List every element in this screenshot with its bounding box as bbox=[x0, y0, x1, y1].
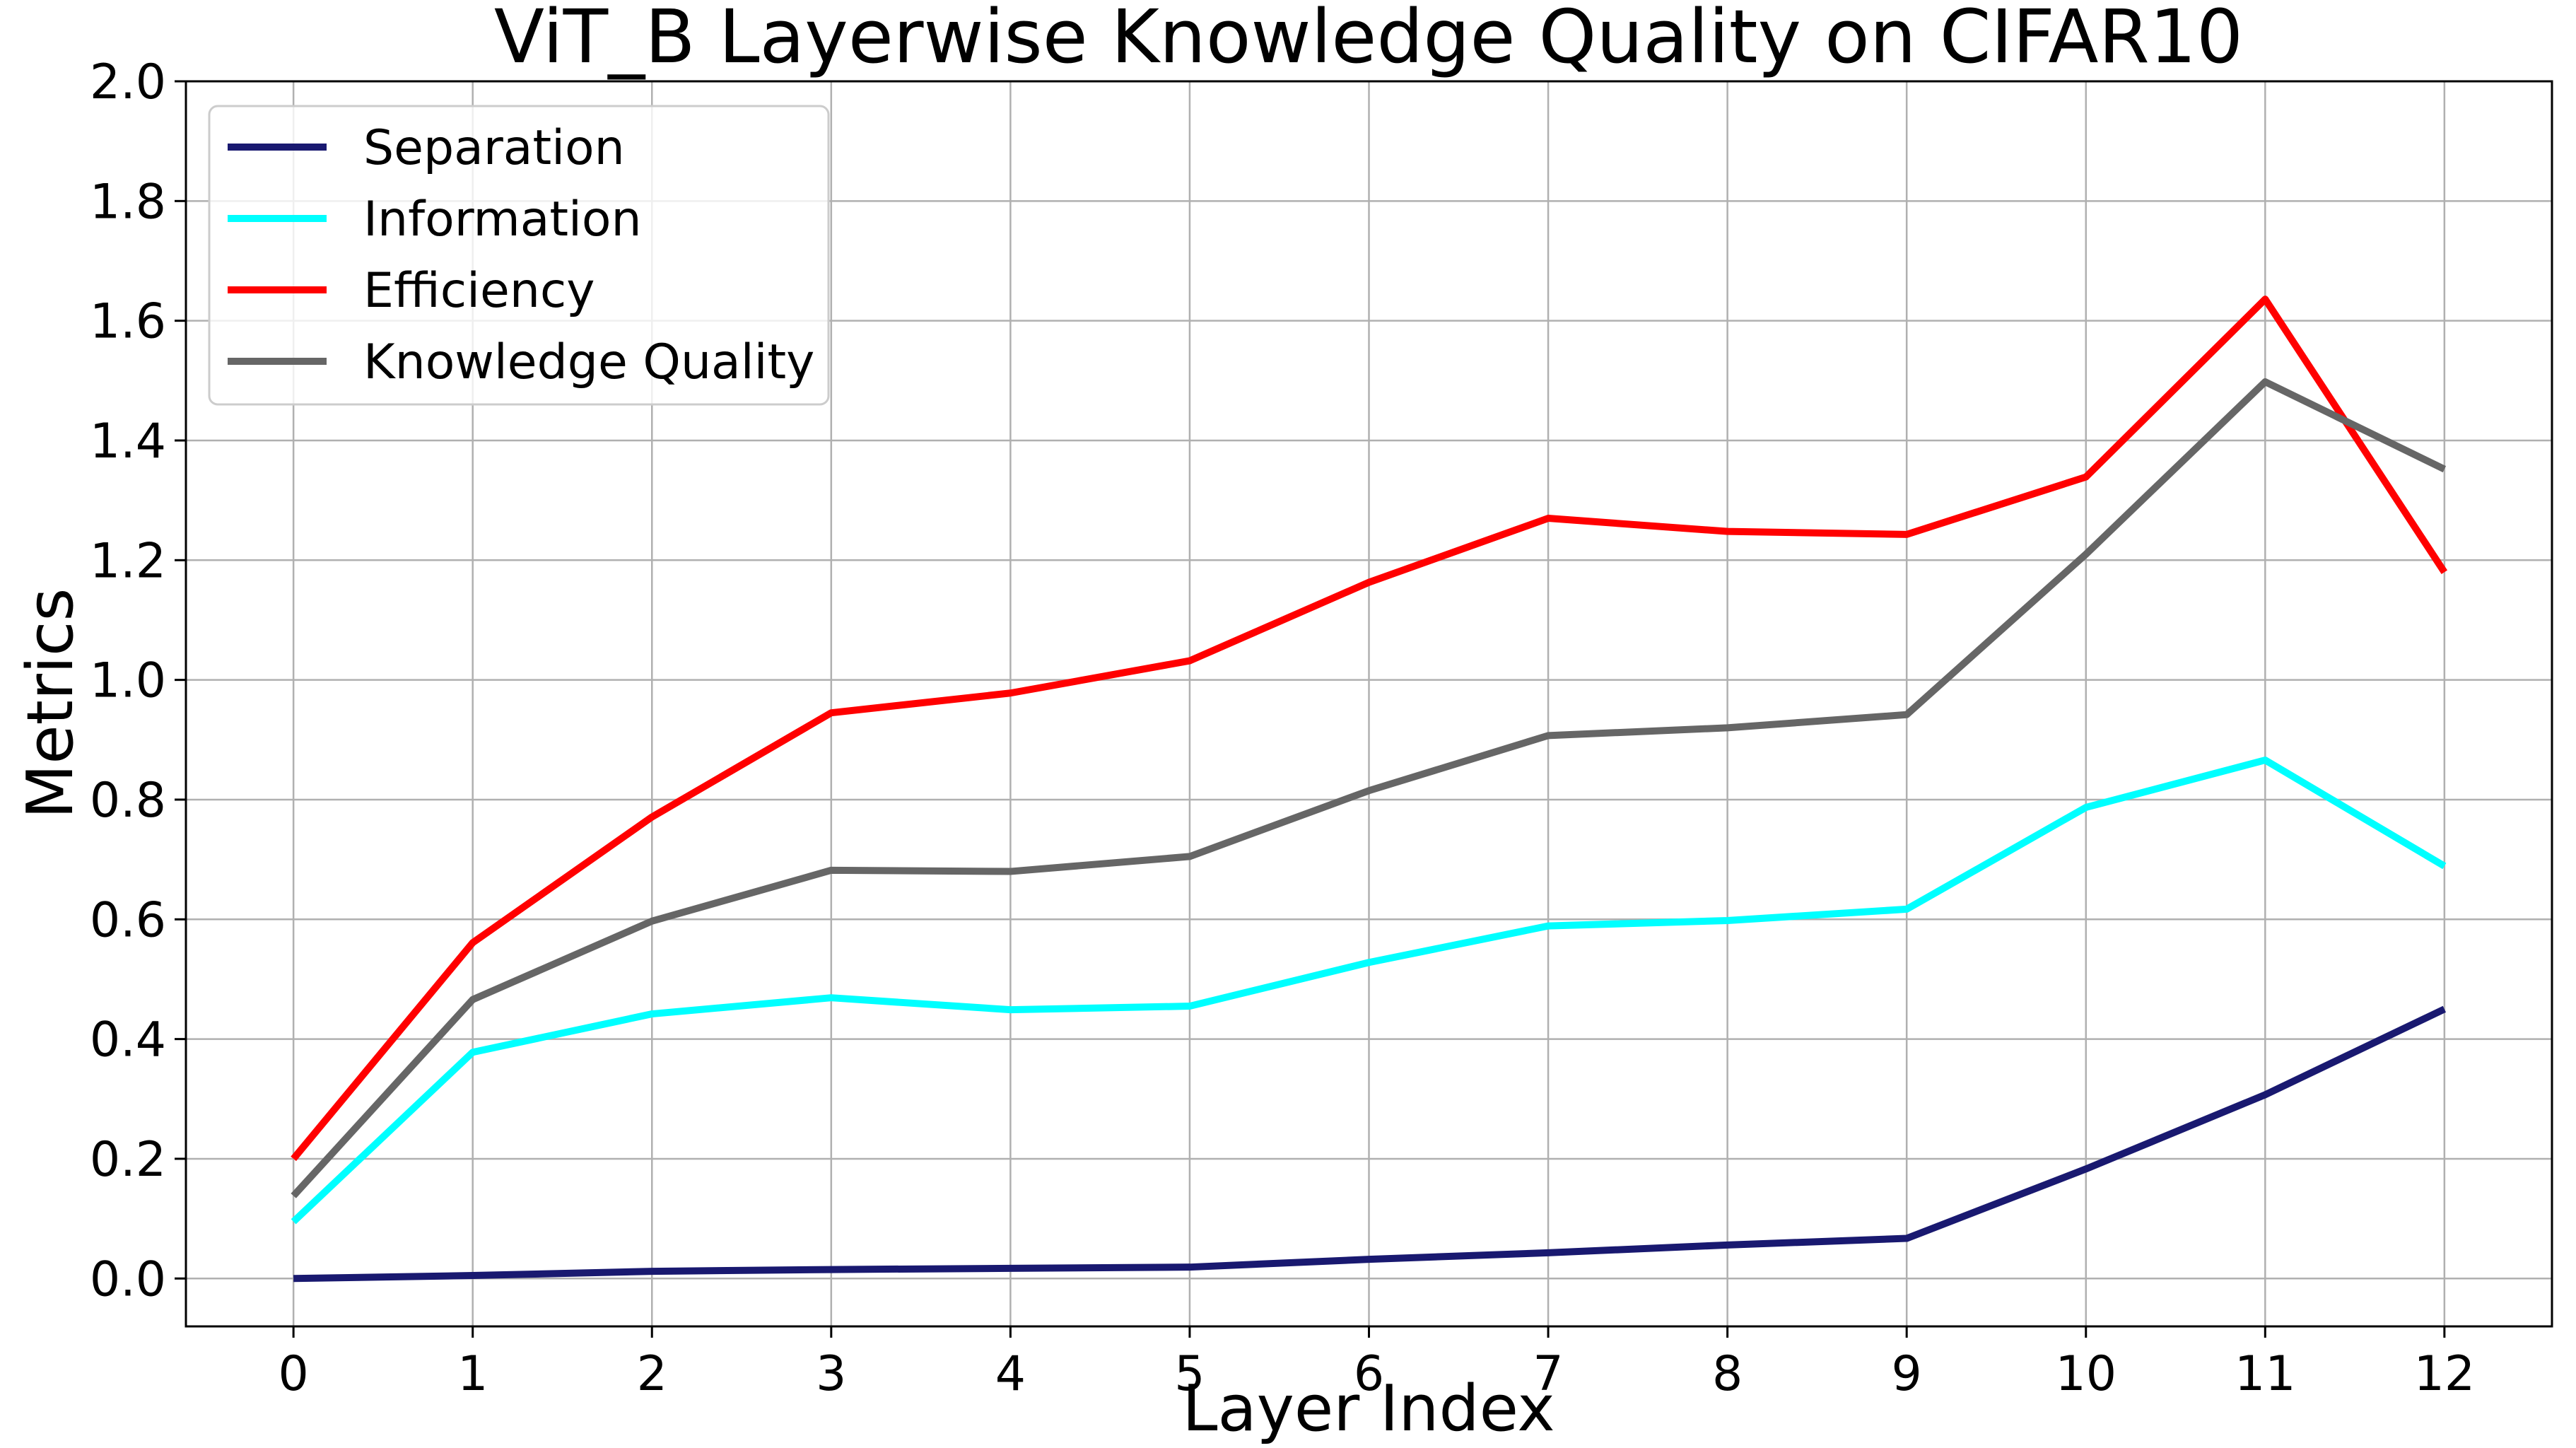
series-line-information bbox=[291, 757, 2447, 1225]
y-tick-label: 2.0 bbox=[90, 54, 166, 110]
x-tick-label: 4 bbox=[995, 1346, 1026, 1402]
series-line-knowledge-quality bbox=[291, 378, 2447, 1198]
series-line-efficiency bbox=[291, 296, 2448, 1162]
x-tick-label: 6 bbox=[1354, 1346, 1384, 1402]
legend-box bbox=[208, 105, 830, 406]
x-tick-label: 10 bbox=[2055, 1346, 2117, 1402]
x-axis-label: Layer Index bbox=[1182, 1372, 1555, 1444]
x-tick-label: 0 bbox=[279, 1346, 309, 1402]
y-axis-label: Metrics bbox=[13, 588, 88, 819]
x-tick-label: 7 bbox=[1533, 1346, 1563, 1402]
x-tick-label: 2 bbox=[637, 1346, 667, 1402]
y-tick-label: 1.2 bbox=[90, 533, 166, 589]
x-tick-label: 11 bbox=[2235, 1346, 2296, 1402]
y-tick-label: 0.6 bbox=[90, 892, 166, 948]
legend: Separation Information Efficiency Knowledge… bbox=[208, 105, 830, 406]
y-tick-label: 0.2 bbox=[90, 1132, 166, 1188]
y-tick-label: 0.4 bbox=[90, 1012, 166, 1068]
legend-label-separation: Separation bbox=[363, 120, 625, 176]
x-tick-label: 5 bbox=[1174, 1346, 1205, 1402]
legend-label-knowledge-quality: Knowledge Quality bbox=[363, 334, 814, 390]
x-tick-label: 9 bbox=[1892, 1346, 1922, 1402]
x-tick-label: 3 bbox=[816, 1346, 846, 1402]
x-tick-label: 12 bbox=[2414, 1346, 2476, 1402]
y-tick-label: 1.8 bbox=[90, 174, 166, 230]
y-tick-label: 1.4 bbox=[90, 414, 166, 469]
y-tick-label: 0.8 bbox=[90, 773, 166, 829]
y-tick-label: 1.6 bbox=[90, 294, 166, 350]
x-tick-label: 8 bbox=[1712, 1346, 1743, 1402]
series-line-separation bbox=[293, 1005, 2447, 1283]
y-tick-label: 1.0 bbox=[90, 653, 166, 709]
legend-label-information: Information bbox=[363, 192, 642, 247]
chart-title: ViT_B Layerwise Knowledge Quality on CIF… bbox=[494, 0, 2243, 80]
x-tick-label: 1 bbox=[457, 1346, 488, 1402]
y-tick-label: 0.0 bbox=[90, 1251, 166, 1307]
legend-label-efficiency: Efficiency bbox=[363, 263, 595, 319]
